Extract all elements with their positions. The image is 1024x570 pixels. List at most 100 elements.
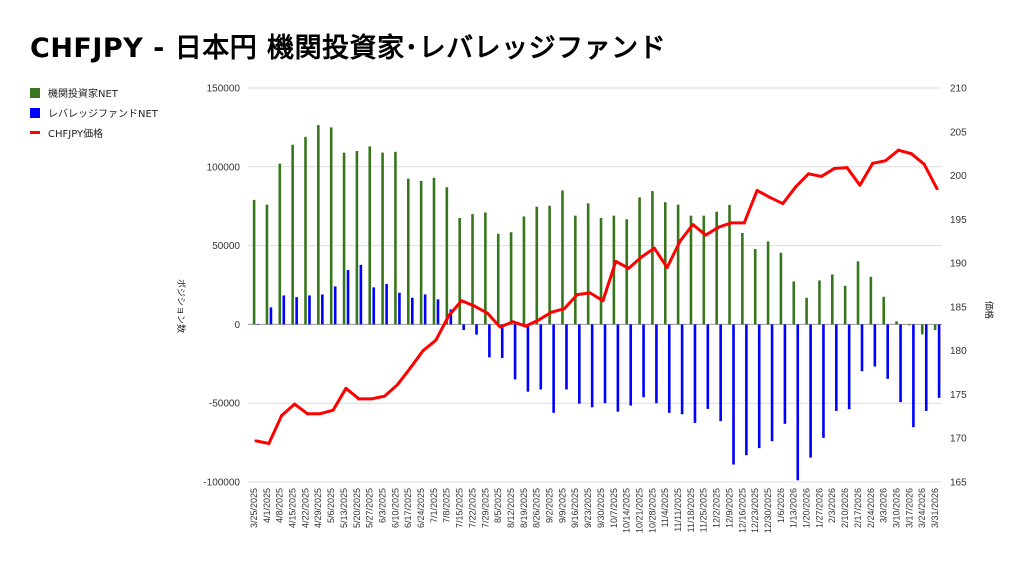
bar-institutional xyxy=(779,252,783,325)
bar-institutional xyxy=(856,261,860,325)
point-price xyxy=(729,221,733,225)
bar-leveraged xyxy=(603,324,607,404)
bar-institutional xyxy=(689,215,693,325)
bar-leveraged xyxy=(706,324,710,409)
legend-item-institutional: 機関投資家NET xyxy=(30,85,118,100)
x-tick-label: 2/10/2026 xyxy=(840,488,850,528)
bar-leveraged xyxy=(745,324,748,456)
x-tick-label: 12/30/2025 xyxy=(763,488,773,533)
bar-leveraged xyxy=(642,324,645,398)
x-tick-label: 11/25/2025 xyxy=(699,488,709,532)
x-tick-label: 5/13/2025 xyxy=(339,488,349,528)
point-price xyxy=(884,159,888,163)
bar-leveraged xyxy=(565,324,568,390)
y2-tick-label: 180 xyxy=(950,346,967,357)
bar-institutional xyxy=(419,180,423,325)
x-tick-label: 4/22/2025 xyxy=(300,488,310,528)
point-price xyxy=(550,310,554,314)
point-price xyxy=(627,266,631,270)
point-price xyxy=(871,161,875,165)
bar-leveraged xyxy=(539,324,543,390)
bar-institutional xyxy=(561,190,564,325)
x-tick-label: 7/29/2025 xyxy=(480,488,490,528)
point-price xyxy=(511,320,515,324)
bar-leveraged xyxy=(346,270,350,325)
y2-axis-title: 価格 xyxy=(984,301,995,319)
x-tick-label: 9/30/2025 xyxy=(596,488,606,528)
x-tick-label: 9/2/2025 xyxy=(545,488,555,523)
y2-tick-label: 205 xyxy=(950,127,967,138)
point-price xyxy=(691,223,695,227)
x-tick-label: 8/26/2025 xyxy=(532,488,542,528)
bar-institutional xyxy=(702,215,706,325)
y-tick-label: 50000 xyxy=(212,241,240,252)
bar-institutional xyxy=(728,204,731,325)
x-tick-label: 12/23/2025 xyxy=(750,488,760,533)
bar-institutional xyxy=(252,199,256,325)
y-axis-title: ポジション数 xyxy=(176,279,187,333)
bar-institutional xyxy=(471,214,474,325)
x-tick-label: 4/1/2025 xyxy=(262,488,272,523)
bar-institutional xyxy=(651,191,654,325)
bar-institutional xyxy=(869,276,873,325)
bar-leveraged xyxy=(912,324,915,428)
legend-item-leveraged: レバレッジファンドNET xyxy=(30,105,158,120)
bar-institutional xyxy=(843,285,847,325)
point-price xyxy=(344,386,348,390)
bar-leveraged xyxy=(423,294,427,325)
line-price xyxy=(255,148,939,445)
point-price xyxy=(896,148,900,152)
bar-institutional xyxy=(484,212,487,325)
bar-institutional xyxy=(406,178,410,325)
bar-leveraged xyxy=(847,324,851,410)
point-price xyxy=(935,187,939,191)
bar-leveraged xyxy=(269,307,273,325)
point-price xyxy=(717,225,721,229)
bar-leveraged xyxy=(436,299,440,325)
x-tick-label: 2/3/2026 xyxy=(827,488,837,523)
point-price xyxy=(421,349,425,353)
bar-leveraged xyxy=(282,295,286,325)
bar-leveraged xyxy=(899,324,902,403)
y2-tick-label: 210 xyxy=(950,84,967,95)
bar-institutional xyxy=(792,281,796,325)
x-tick-label: 4/15/2025 xyxy=(288,488,298,528)
x-tick-label: 5/20/2025 xyxy=(352,488,362,528)
x-tick-label: 11/11/2025 xyxy=(673,488,683,532)
bar-institutional xyxy=(394,151,397,325)
bar-institutional xyxy=(882,296,886,325)
bar-leveraged xyxy=(732,324,735,465)
bar-institutional xyxy=(304,136,307,325)
bar-leveraged xyxy=(886,324,890,379)
bar-institutional xyxy=(317,125,320,325)
point-price xyxy=(254,439,258,443)
y-tick-label: 0 xyxy=(234,320,240,331)
bar-leveraged xyxy=(667,324,671,413)
point-price xyxy=(524,324,528,328)
bar-leveraged xyxy=(770,324,774,442)
bar-institutional xyxy=(368,146,372,325)
y2-tick-label: 165 xyxy=(950,478,967,489)
x-tick-label: 1/20/2026 xyxy=(802,488,812,528)
y2-tick-label: 195 xyxy=(950,215,967,226)
x-tick-label: 3/25/2025 xyxy=(249,488,259,528)
x-tick-label: 10/21/2025 xyxy=(634,488,644,533)
bar-leveraged xyxy=(809,324,812,458)
bar-leveraged xyxy=(398,292,401,325)
bar-institutional xyxy=(908,324,911,326)
x-tick-label: 12/16/2025 xyxy=(737,488,747,533)
point-price xyxy=(807,172,811,176)
point-price xyxy=(305,412,309,416)
bar-leveraged xyxy=(860,324,864,372)
bar-institutional xyxy=(625,219,629,325)
y2-tick-label: 175 xyxy=(950,390,967,401)
point-price xyxy=(755,188,759,192)
bar-institutional xyxy=(741,232,744,325)
point-price xyxy=(395,383,399,387)
bar-leveraged xyxy=(629,324,633,406)
x-tick-label: 2/24/2026 xyxy=(866,488,876,528)
x-tick-label: 8/12/2025 xyxy=(506,488,516,528)
x-tick-label: 3/10/2026 xyxy=(891,488,901,528)
x-tick-label: 7/1/2025 xyxy=(429,488,439,523)
bar-leveraged xyxy=(757,324,761,449)
